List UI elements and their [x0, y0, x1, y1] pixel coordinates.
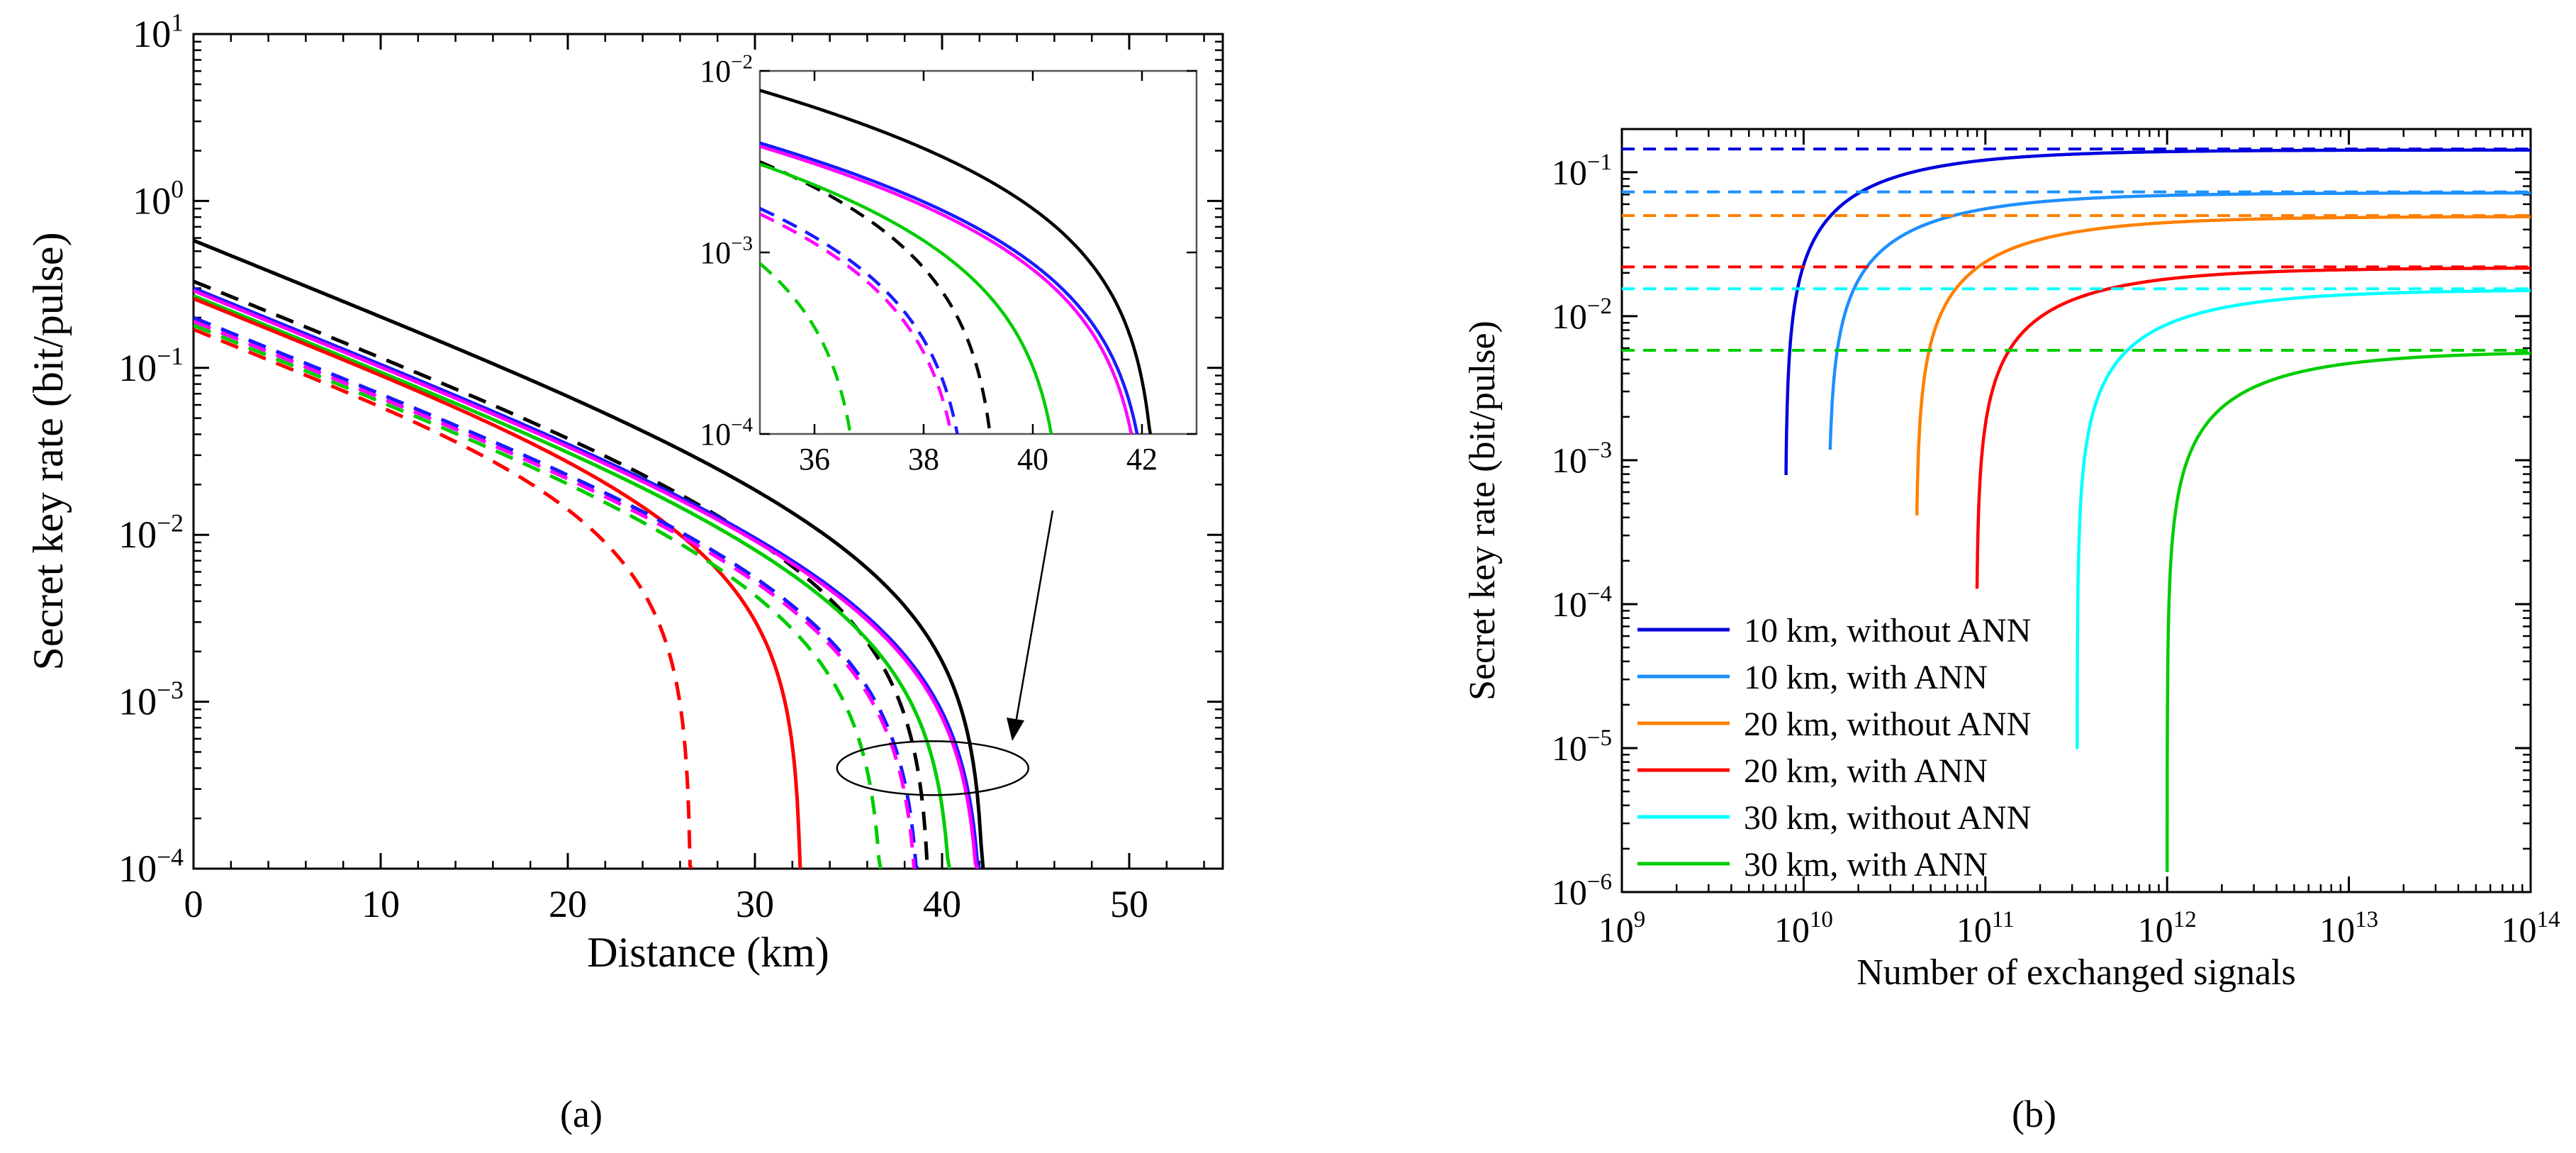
x-tick-label-b: 1014 — [2502, 907, 2560, 949]
inset-series-line — [760, 141, 1139, 434]
inset-series-line — [760, 206, 959, 434]
series-group-b — [1622, 147, 2531, 872]
inset-series-group — [760, 89, 1153, 434]
legend-label: 30 km, without ANN — [1744, 799, 2031, 837]
series-line-a — [194, 289, 980, 869]
inset-y-tick-label: 10−4 — [700, 414, 753, 452]
y-tick-label-a: 100 — [133, 175, 184, 223]
x-tick-label-b: 1013 — [2319, 907, 2378, 949]
legend-label: 20 km, without ANN — [1744, 706, 2031, 743]
y-axis-label-a: Secret key rate (bit/pulse) — [25, 232, 72, 670]
series-line-b — [1828, 191, 2531, 450]
y-tick-label-a: 10−2 — [118, 509, 184, 557]
y-tick-label-b: 10−6 — [1552, 869, 1612, 912]
caption-a: (a) — [560, 1093, 603, 1135]
zoom-arrowhead — [1007, 718, 1024, 741]
series-line-a — [194, 294, 951, 869]
series-line-b — [1975, 266, 2531, 589]
series-line-a — [194, 238, 985, 869]
x-tick-label-b: 1012 — [2138, 907, 2197, 949]
legend-label: 30 km, with ANN — [1744, 846, 1988, 884]
legend-label: 10 km, without ANN — [1744, 612, 2031, 650]
series-line-a — [194, 279, 931, 869]
legend-label: 10 km, with ANN — [1744, 659, 1988, 696]
y-axis-label-b: Secret key rate (bit/pulse) — [1462, 321, 1503, 701]
inset-y-tick-label: 10−3 — [700, 233, 753, 270]
inset-series-line — [760, 160, 992, 434]
series-line-a — [194, 323, 883, 869]
y-tick-label-a: 10−1 — [118, 342, 184, 389]
x-tick-label-a: 0 — [184, 883, 203, 925]
inset-x-tick-label: 36 — [799, 442, 830, 477]
panel-a-chart: 0 10 20 30 40 50 10−4 10−3 10−2 10−1 100 101 Distanc… — [25, 8, 1224, 976]
x-tick-label-a: 20 — [549, 883, 587, 925]
series-line-a — [194, 316, 919, 869]
series-line-a — [194, 319, 917, 869]
panel-b-chart: 109 1010 1011 1012 1013 1014 10−6 10−5 10−4 10−3 1… — [1462, 128, 2560, 993]
y-tick-label-a: 101 — [133, 8, 184, 55]
series-line-b — [1784, 148, 2531, 475]
plot-frame-a — [192, 33, 1224, 870]
inset-x-tick-label: 42 — [1126, 442, 1158, 477]
y-tick-label-b: 10−2 — [1552, 294, 1612, 336]
y-tick-label-b: 10−5 — [1552, 725, 1612, 768]
x-tick-label-b: 109 — [1598, 907, 1646, 949]
inset-series-line — [760, 262, 852, 434]
series-line-b — [2076, 289, 2531, 750]
zoom-ellipse — [836, 740, 1030, 796]
inset-series-line — [760, 162, 1053, 434]
x-tick-label-b: 1010 — [1774, 907, 1833, 949]
y-tick-label-b: 10−4 — [1552, 581, 1612, 624]
x-tick-label-a: 10 — [362, 883, 400, 925]
series-line-a — [194, 296, 802, 869]
legend-label: 20 km, with ANN — [1744, 752, 1988, 790]
plot-frame-b — [1620, 128, 2532, 893]
inset-series-line — [760, 89, 1153, 434]
caption-b: (b) — [2012, 1093, 2056, 1135]
x-tick-label-a: 50 — [1110, 883, 1148, 925]
x-tick-label-b: 1011 — [1956, 907, 2015, 949]
x-axis-label-b: Number of exchanged signals — [1857, 952, 2295, 993]
series-line-b — [2165, 351, 2531, 872]
series-line-a — [194, 286, 981, 869]
x-axis-label-a: Distance (km) — [587, 929, 829, 976]
series-group-a — [194, 238, 985, 869]
x-tick-label-a: 40 — [923, 883, 961, 925]
y-tick-label-b: 10−3 — [1552, 438, 1612, 480]
x-tick-label-a: 30 — [736, 883, 774, 925]
series-line-b — [1915, 215, 2531, 516]
inset-series-line — [760, 212, 953, 434]
inset-x-tick-label: 40 — [1017, 442, 1048, 477]
inset-series-line — [760, 145, 1133, 434]
series-line-a — [194, 328, 693, 869]
inset-x-tick-label: 38 — [908, 442, 939, 477]
y-tick-label-a: 10−4 — [118, 842, 184, 890]
y-tick-label-a: 10−3 — [118, 676, 184, 723]
y-tick-label-b: 10−1 — [1552, 150, 1612, 192]
inset-frame — [758, 69, 1198, 435]
inset-y-tick-label: 10−2 — [700, 51, 753, 89]
zoom-arrow — [1014, 510, 1054, 728]
